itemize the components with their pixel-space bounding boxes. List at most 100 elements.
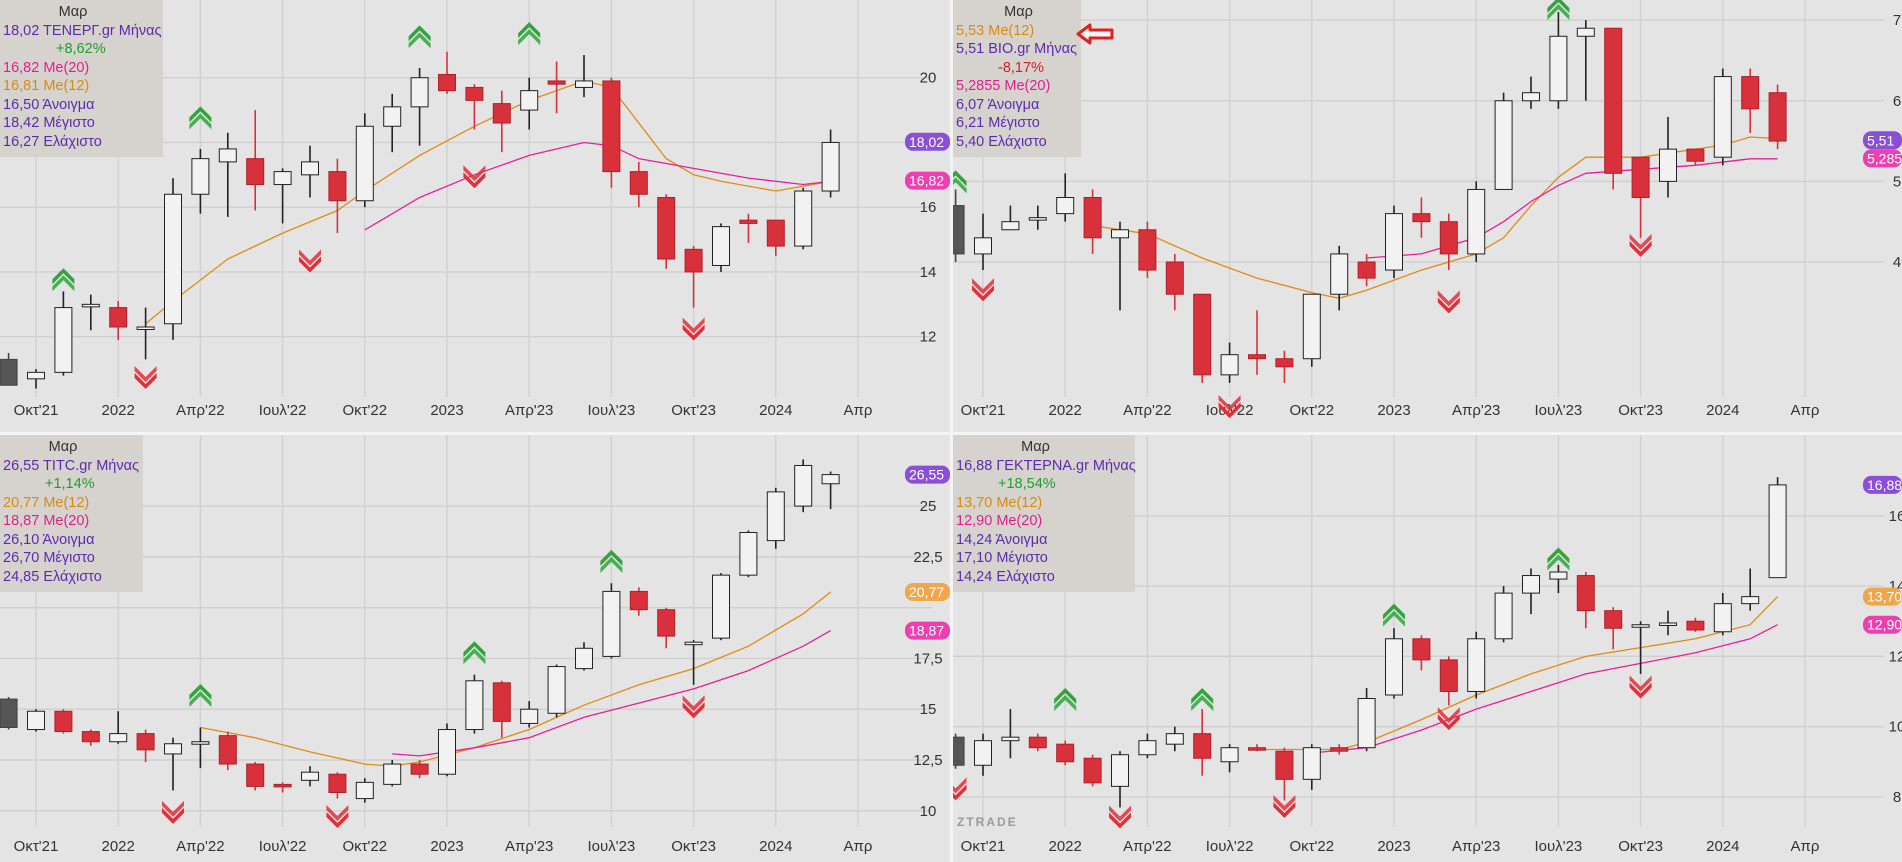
candle <box>520 701 539 728</box>
candle-body <box>1439 221 1458 255</box>
chart-svg[interactable]: 12 14 16 20 Οκτ'21 2022 Απρ'22 Ιουλ'22 Οκτ'22 202… <box>0 0 950 432</box>
candle <box>766 487 785 549</box>
candle <box>383 760 402 787</box>
chart-panel-bio[interactable]: 4567Οκτ'212022Απρ'22Ιουλ'22Οκτ'222023Απρ… <box>953 0 1902 432</box>
legend-open: 6,07 Άνοιγμα <box>956 96 1040 113</box>
candle-body <box>1467 188 1486 255</box>
signal-up-chevron <box>518 22 541 39</box>
candle <box>1111 221 1129 311</box>
candle <box>109 301 128 340</box>
signal-down-icon <box>134 366 157 390</box>
signal-down-chevron <box>1437 707 1460 724</box>
y-tick-label: 20 <box>920 70 937 87</box>
chart-panel-tenerg[interactable]: 12 14 16 20 Οκτ'21 2022 Απρ'22 Ιουλ'22 Οκτ'22 202… <box>0 0 950 432</box>
x-tick-label: Οκτ'21 <box>14 838 59 855</box>
value-badge: 18,87 <box>905 621 950 640</box>
signal-down-chevron <box>682 702 705 719</box>
candle-body <box>684 248 703 273</box>
legend-high: 18,42 Μέγιστο <box>3 115 95 131</box>
candle <box>712 223 730 272</box>
candle-body <box>657 197 676 260</box>
candle-body <box>218 735 237 765</box>
candle <box>164 178 182 340</box>
candle-body <box>1248 747 1266 751</box>
value-badge-label: 18,87 <box>909 623 944 639</box>
candle-body <box>355 125 374 202</box>
signal-down-chevron <box>953 784 967 801</box>
legend-high: 26,70 Μέγιστο <box>3 550 95 566</box>
value-badge-label: 12,90 <box>1867 617 1902 633</box>
candle-body <box>54 307 73 373</box>
candle <box>301 145 319 198</box>
candle-body <box>54 710 73 733</box>
candle <box>1220 342 1239 383</box>
candle-body <box>328 171 347 202</box>
value-badge-label: 26,55 <box>909 467 944 483</box>
signal-down-icon <box>1437 707 1460 731</box>
y-tick-label: 16 <box>1889 508 1902 525</box>
signal-down-icon <box>1437 290 1460 314</box>
candle-body <box>164 743 182 755</box>
legend-change: +8,62% <box>56 41 106 57</box>
x-tick-label: Οκτ'23 <box>1618 838 1663 855</box>
signal-up-chevron <box>189 106 212 123</box>
value-badge: 13,70 <box>1863 587 1902 606</box>
candle <box>657 607 676 649</box>
candle <box>1193 293 1212 383</box>
x-tick-label: Ιουλ'23 <box>1535 838 1583 855</box>
y-tick-label: 8 <box>1893 789 1901 806</box>
candle <box>136 729 155 763</box>
candle-body <box>136 326 155 331</box>
signal-up-chevron <box>1383 610 1405 627</box>
signal-down-icon <box>972 278 994 302</box>
chart-panel-titc[interactable]: 10 12,5 15 17,5 22,5 25 Οκτ'21 2022 Απρ'22 Ιουλ'2… <box>0 435 950 862</box>
candle-body <box>355 781 374 800</box>
candle <box>465 84 484 130</box>
candle-body <box>1001 736 1020 742</box>
candle-body <box>547 666 566 714</box>
signal-up-chevron <box>463 641 486 658</box>
candle-body <box>246 158 265 186</box>
candle <box>1248 310 1266 375</box>
candle <box>246 110 265 211</box>
signal-up-chevron <box>1547 547 1570 564</box>
x-tick-label: Οκτ'22 <box>342 402 387 419</box>
candle <box>1083 189 1102 254</box>
candle <box>492 90 511 153</box>
chart-svg[interactable]: 10 12,5 15 17,5 22,5 25 Οκτ'21 2022 Απρ'22 Ιουλ'2… <box>0 435 950 862</box>
x-tick-label: Οκτ'22 <box>342 838 387 855</box>
legend-box: Μαρ 5,53 Me(12) 5,51 ΒΙΟ.gr Μήνας -8,17%… <box>953 0 1081 157</box>
chart-svg[interactable]: 4567Οκτ'212022Απρ'22Ιουλ'22Οκτ'222023Απρ… <box>953 0 1902 432</box>
candle <box>191 727 210 769</box>
candle <box>273 168 292 224</box>
chart-panel-gekterna[interactable]: 8 10 12 14 16 Οκτ'21 2022 Απρ'22 Ιουλ'22 Οκτ'22 20… <box>953 435 1902 862</box>
candle-body <box>1412 638 1431 661</box>
candle <box>355 113 374 208</box>
x-tick-label: Απρ <box>844 838 873 855</box>
candle <box>520 77 539 130</box>
legend-ma12: 5,53 Me(12) <box>956 22 1035 39</box>
candle-body <box>1001 221 1020 231</box>
candle-body <box>739 219 758 224</box>
candle-body <box>974 740 992 766</box>
candle <box>0 352 18 386</box>
legend-period: Μαρ <box>1021 439 1050 455</box>
candle-body <box>246 763 265 787</box>
signal-up-chevron <box>408 25 431 42</box>
candle <box>1220 744 1239 773</box>
x-tick-label: 2024 <box>1706 838 1739 855</box>
candle-body <box>602 590 621 657</box>
candle <box>1302 744 1321 790</box>
ma12-line <box>200 591 832 767</box>
candle-body <box>328 773 347 793</box>
candle-body <box>0 358 18 386</box>
candle-body <box>1193 733 1212 759</box>
candle-body <box>383 106 402 127</box>
x-tick-label: Ιουλ'22 <box>259 402 307 419</box>
legend-low: 24,85 Ελάχιστο <box>3 568 102 585</box>
candle <box>81 294 100 331</box>
candle <box>974 733 992 776</box>
candle <box>684 246 703 308</box>
legend-low: 5,40 Ελάχιστο <box>956 133 1047 150</box>
